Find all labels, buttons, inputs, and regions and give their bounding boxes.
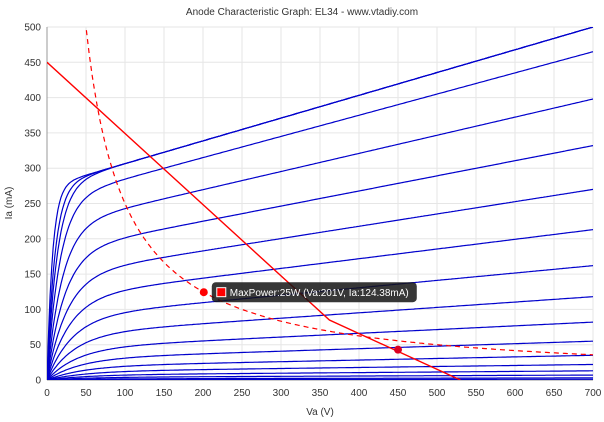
x-tick-label: 400 [351,388,368,399]
y-tick-label: 0 [35,376,41,387]
y-tick-label: 150 [24,270,41,281]
x-tick-label: 300 [273,388,290,399]
tooltip: MaxPower:25W (Va:201V, Ia:124.38mA) [211,282,417,303]
y-tick-label: 200 [24,234,41,245]
x-tick-label: 700 [585,388,602,399]
y-tick-label: 50 [30,340,42,351]
anode-curve [47,354,593,380]
tooltip-text: MaxPower:25W (Va:201V, Ia:124.38mA) [230,288,409,299]
y-tick-label: 450 [24,58,41,69]
anode-curve [47,363,593,380]
x-tick-label: 0 [44,388,50,399]
x-tick-label: 50 [80,388,92,399]
x-tick-label: 600 [507,388,524,399]
x-tick-label: 150 [156,388,173,399]
anode-curves [47,27,593,380]
anode-curve [47,378,593,380]
anode-curve [47,145,593,380]
anode-curve [47,374,593,380]
anode-curve [47,321,593,380]
anode-curve [47,377,593,380]
y-tick-label: 500 [24,23,41,34]
tooltip-swatch [216,287,227,298]
x-tick-label: 550 [468,388,485,399]
x-tick-label: 200 [195,388,212,399]
anode-curve [47,370,593,380]
anode-curve [47,51,593,380]
data-marker [394,345,402,354]
x-tick-label: 500 [429,388,446,399]
chart-title: Anode Characteristic Graph: EL34 - www.v… [186,7,418,18]
y-tick-label: 400 [24,93,41,104]
y-tick-label: 100 [24,305,41,316]
plot-area [47,27,593,380]
x-tick-label: 450 [390,388,407,399]
markers [199,288,402,354]
x-tick-labels: 0 50 100 150 200 250 300 350 400 450 500 550 600 650 7… [44,388,602,399]
max-power-curve [85,27,593,356]
anode-curve [47,340,593,380]
load-line [47,61,461,380]
y-tick-label: 350 [24,128,41,139]
anode-curve [47,98,593,380]
x-tick-label: 650 [546,388,563,399]
data-marker [199,288,208,297]
anode-curve [47,188,593,380]
anode-curve [47,296,593,380]
x-tick-label: 100 [117,388,134,399]
y-tick-label: 300 [24,164,41,175]
x-axis-label: Va (V) [306,407,334,418]
x-tick-label: 250 [234,388,251,399]
tooltip-background [211,282,417,303]
x-tick-label: 350 [312,388,329,399]
y-tick-labels: 0 50 100 150 200 250 300 350 400 450 500 [24,23,41,387]
y-tick-label: 250 [24,199,41,210]
anode-curve [47,229,593,380]
grid [46,26,594,381]
anode-curve [47,27,593,380]
y-axis-label: Ia (mA) [4,187,15,220]
